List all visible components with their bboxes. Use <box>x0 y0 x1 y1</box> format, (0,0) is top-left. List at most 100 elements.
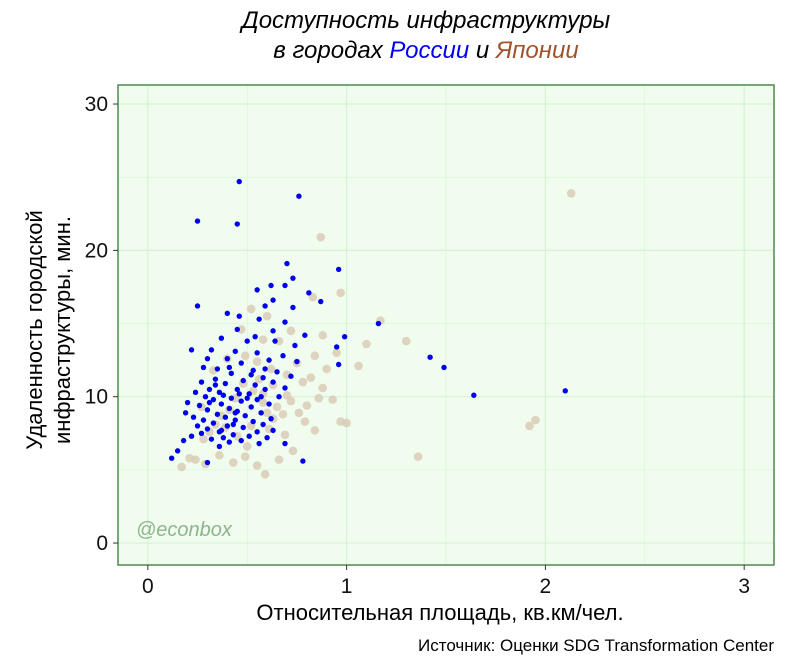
japan-point <box>274 336 284 346</box>
russia-point <box>222 414 229 420</box>
japan-point <box>316 232 326 242</box>
russia-point <box>282 440 288 447</box>
russia-point <box>244 395 250 401</box>
x-tick-label: 3 <box>738 575 750 598</box>
japan-point <box>310 426 320 435</box>
russia-point <box>260 421 266 428</box>
russia-point <box>190 414 197 420</box>
russia-point <box>194 303 201 309</box>
russia-point <box>294 358 300 365</box>
russia-point <box>250 367 256 374</box>
russia-point <box>270 297 276 303</box>
russia-point <box>288 373 294 379</box>
russia-point <box>562 388 568 394</box>
russia-point <box>272 338 278 344</box>
series-russia <box>168 178 568 466</box>
japan-point <box>266 364 276 374</box>
japan-point <box>258 398 268 407</box>
russia-point <box>292 342 298 349</box>
japan-point <box>342 418 351 428</box>
japan-point <box>401 336 411 346</box>
japan-point <box>246 304 256 314</box>
watermark: @econbox <box>136 519 233 541</box>
russia-point <box>282 385 288 391</box>
russia-point <box>441 364 447 371</box>
russia-point <box>318 298 324 305</box>
japan-point <box>272 402 282 412</box>
japan-point <box>260 469 270 479</box>
y-axis-title: Удаленность городской инфраструктуры, мин… <box>22 210 75 450</box>
russia-point <box>214 366 221 372</box>
russia-point <box>270 427 276 434</box>
russia-point <box>306 290 312 296</box>
russia-point <box>270 328 276 334</box>
russia-point <box>280 353 286 359</box>
russia-point <box>226 364 233 371</box>
russia-point <box>212 376 219 382</box>
y-axis-title-line2: инфраструктуры, мин. <box>50 216 75 444</box>
russia-point <box>258 410 264 416</box>
russia-point <box>226 439 233 445</box>
russia-point <box>296 193 302 199</box>
russia-point <box>282 319 288 325</box>
japan-point <box>531 415 540 425</box>
russia-point <box>236 313 242 319</box>
x-tick-label: 1 <box>341 575 353 598</box>
russia-point <box>268 282 274 289</box>
russia-point <box>180 437 187 444</box>
axis-ticks: 0 10 20 30 0 1 2 3 <box>85 93 750 598</box>
russia-point <box>208 436 215 442</box>
chart-title-line2: в городах России и Японии <box>0 36 800 66</box>
russia-point <box>220 434 227 441</box>
russia-point <box>212 382 219 388</box>
grid-lines <box>118 85 774 565</box>
russia-point <box>194 423 201 429</box>
russia-point <box>168 455 175 461</box>
x-axis-title: Относительная площадь, кв.км/чел. <box>256 600 623 625</box>
japan-point <box>278 409 288 419</box>
russia-point <box>210 420 217 426</box>
russia-point <box>258 394 264 400</box>
russia-point <box>224 310 231 316</box>
japan-point <box>240 351 250 361</box>
russia-point <box>206 399 213 406</box>
japan-point <box>332 348 341 358</box>
japan-point <box>252 461 262 470</box>
russia-point <box>224 423 231 429</box>
russia-point <box>222 380 229 387</box>
russia-point <box>252 382 258 388</box>
japan-point <box>230 393 240 403</box>
japan-point <box>280 430 290 440</box>
russia-point <box>276 394 282 400</box>
russia-point <box>236 178 242 185</box>
japan-point <box>362 339 371 349</box>
japan-point <box>177 462 186 472</box>
japan-point <box>300 417 310 426</box>
russia-point <box>290 304 296 311</box>
russia-point <box>248 404 254 410</box>
chart-title-line1: Доступность инфраструктуры <box>241 7 611 34</box>
russia-point <box>202 394 209 400</box>
russia-point <box>246 433 252 439</box>
russia-point <box>196 402 203 409</box>
japan-point <box>240 452 250 462</box>
russia-point <box>198 430 205 436</box>
russia-point <box>254 429 260 435</box>
title-russia: России <box>389 37 470 64</box>
japan-point <box>525 421 534 431</box>
japan-point <box>228 458 238 467</box>
russia-point <box>188 347 195 353</box>
japan-point <box>286 326 296 336</box>
russia-point <box>254 396 260 403</box>
russia-point <box>232 417 238 423</box>
russia-point <box>204 426 211 432</box>
russia-point <box>254 287 260 293</box>
russia-point <box>232 410 238 416</box>
japan-point <box>294 408 304 418</box>
russia-point <box>246 391 252 397</box>
russia-point <box>262 386 268 393</box>
y-tick-label: 20 <box>85 239 108 262</box>
russia-point <box>192 389 199 396</box>
russia-point <box>238 398 244 404</box>
